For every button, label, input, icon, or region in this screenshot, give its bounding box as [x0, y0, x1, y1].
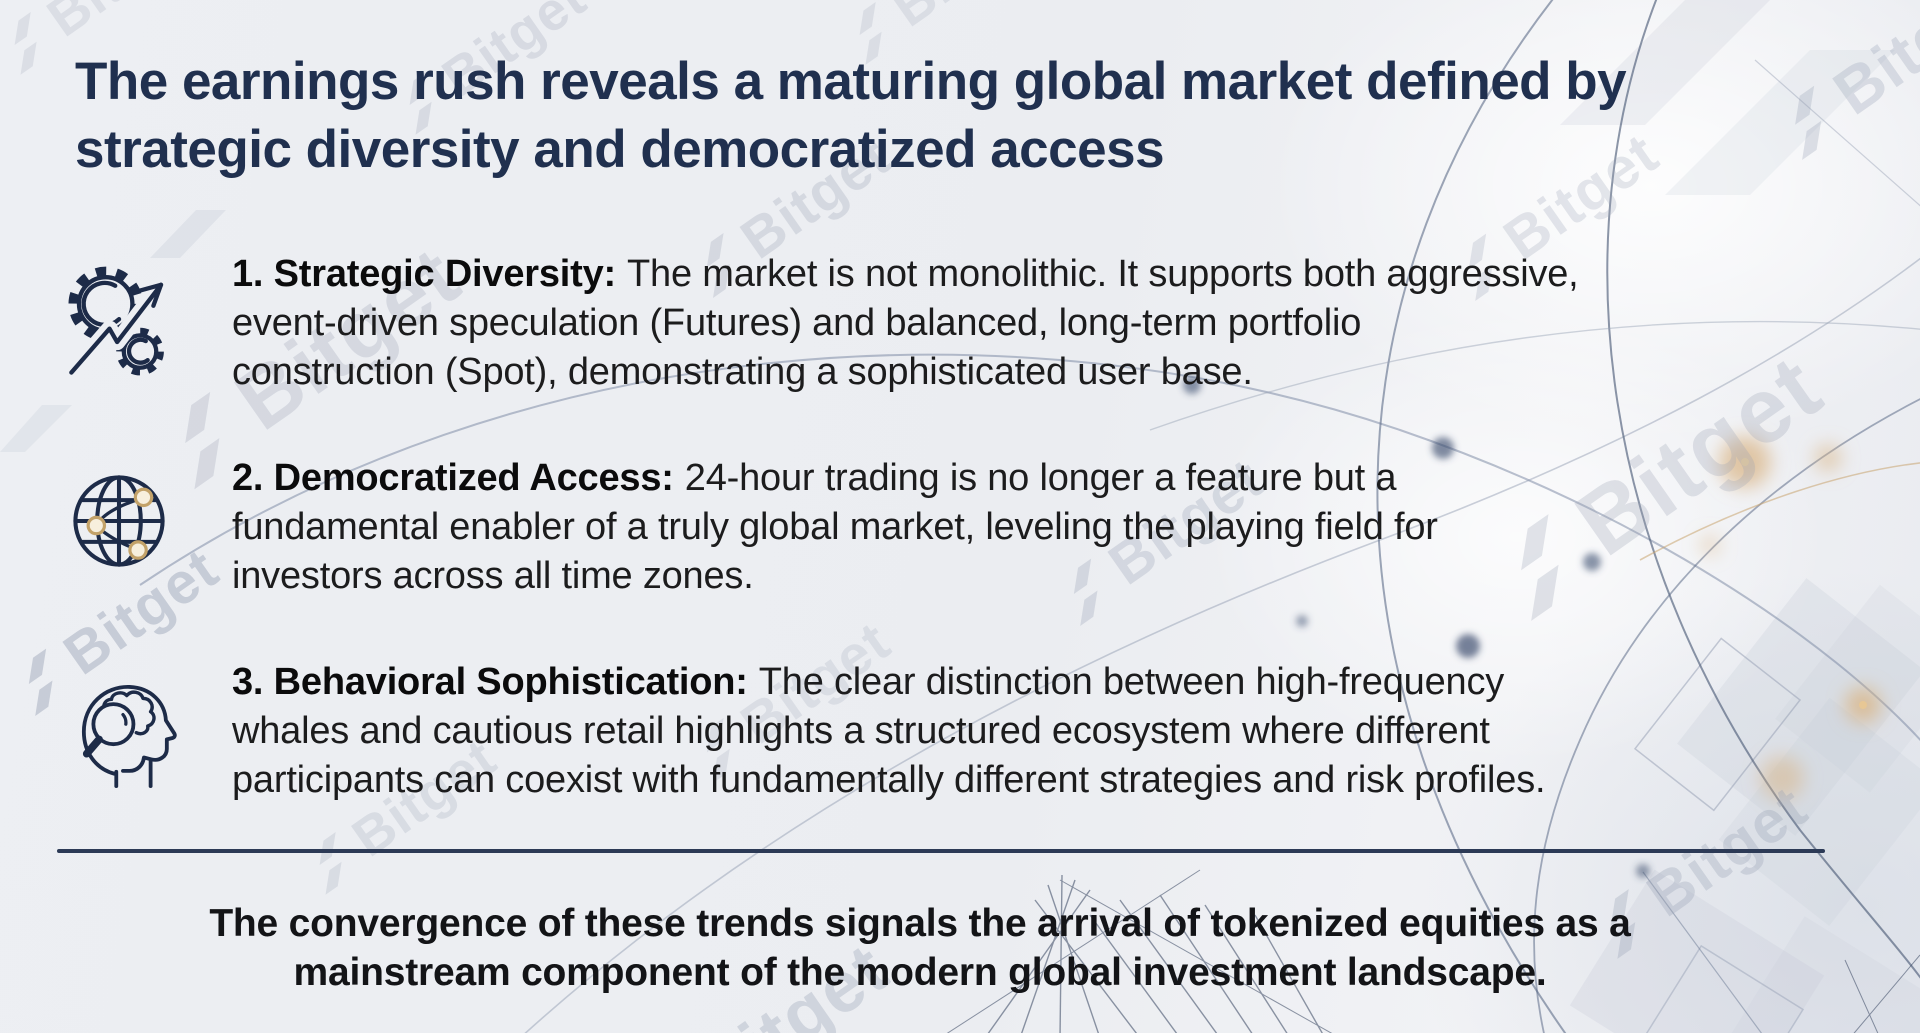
point-heading: 3. Behavioral Sophistication: [232, 661, 748, 703]
point-text: 2. Democratized Access: 24-hour trading i… [232, 454, 1872, 601]
watermark-text: Bitget [36, 0, 202, 49]
point-heading: 2. Democratized Access: [232, 457, 674, 499]
bitget-logo-icon [14, 12, 37, 75]
bitget-logo-icon [319, 832, 342, 895]
gears-growth-arrow-icon [58, 260, 182, 384]
point-body: The market is not monolithic. It support… [232, 253, 1579, 393]
watermark-text: Bitget [881, 0, 1047, 39]
point-text: 1. Strategic Diversity: The market is not… [232, 250, 1872, 397]
globe-network-icon [60, 462, 178, 580]
divider-line [57, 849, 1825, 853]
point-body: The clear distinction between high-frequ… [232, 661, 1546, 801]
page-title: The earnings rush reveals a maturing glo… [75, 52, 1627, 179]
point-heading: 1. Strategic Diversity: [232, 253, 617, 295]
point-body: 24-hour trading is no longer a feature b… [232, 457, 1438, 597]
conclusion-text: The convergence of these trends signals … [209, 902, 1631, 994]
head-brain-magnifier-icon [60, 660, 184, 794]
point-text: 3. Behavioral Sophistication: The clear d… [232, 658, 1872, 805]
